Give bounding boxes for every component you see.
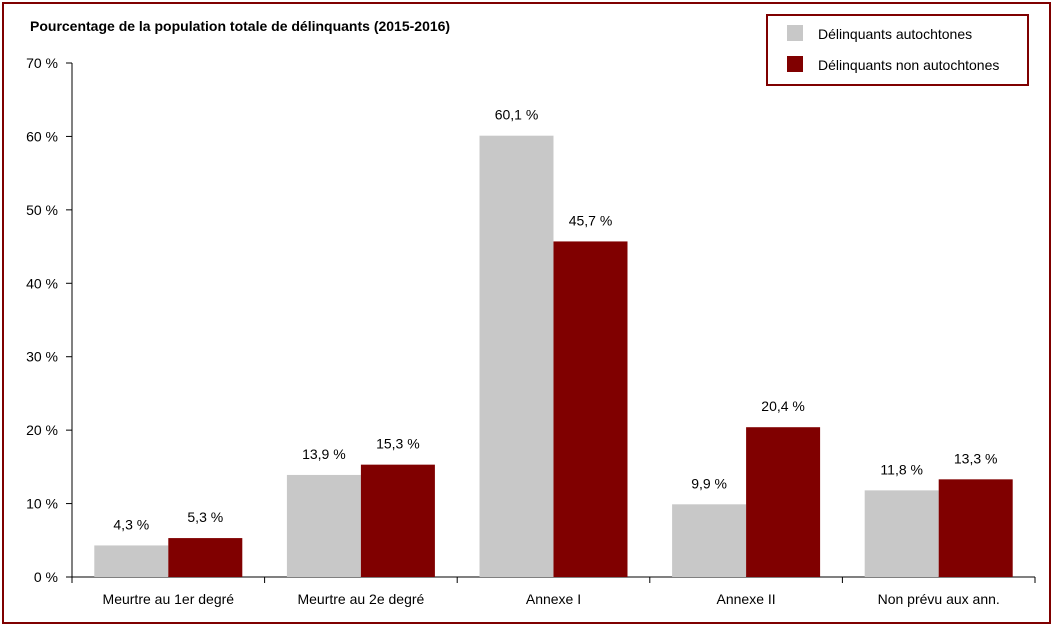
legend: Délinquants autochtones Délinquants non … — [766, 14, 1029, 86]
data-label: 60,1 % — [495, 107, 539, 123]
bar-non-aboriginal — [168, 538, 243, 577]
legend-swatch-aboriginal — [787, 25, 803, 41]
bar-aboriginal — [672, 504, 747, 577]
plot-area: 0 % 10 % 20 % 30 % 40 % 50 % 60 % 70 % 4,3 % 5,3 … — [26, 55, 1036, 607]
bar-non-aboriginal — [360, 464, 435, 577]
y-tick-label: 10 % — [26, 496, 58, 512]
data-label: 13,3 % — [954, 450, 998, 466]
data-label: 5,3 % — [187, 509, 223, 525]
x-category-label: Non prévu aux ann. — [878, 591, 1000, 607]
data-label: 15,3 % — [376, 436, 420, 452]
data-label: 4,3 % — [113, 516, 149, 532]
bar-aboriginal — [479, 135, 554, 578]
data-label: 9,9 % — [691, 475, 727, 491]
bar-aboriginal — [864, 490, 939, 577]
y-tick-label: 40 % — [26, 275, 58, 291]
data-label: 20,4 % — [761, 398, 805, 414]
bar-non-aboriginal — [746, 427, 821, 577]
bar-aboriginal — [94, 545, 169, 577]
data-label: 11,8 % — [880, 461, 923, 477]
y-tick-label: 60 % — [26, 128, 58, 144]
y-tick-label: 70 % — [26, 55, 58, 71]
bar-aboriginal — [286, 474, 361, 577]
data-label: 13,9 % — [302, 446, 346, 462]
data-label: 45,7 % — [569, 212, 613, 228]
y-axis-title: Pourcentage de la population totale de d… — [30, 18, 450, 34]
bar-non-aboriginal — [938, 479, 1013, 577]
y-tick-label: 50 % — [26, 202, 58, 218]
bar-non-aboriginal — [553, 241, 628, 577]
legend-label-aboriginal: Délinquants autochtones — [818, 26, 972, 42]
x-category-label: Meurtre au 1er degré — [103, 591, 235, 607]
legend-label-non-aboriginal: Délinquants non autochtones — [818, 57, 999, 73]
legend-swatch-non-aboriginal — [787, 56, 803, 72]
y-tick-label: 0 % — [34, 569, 58, 585]
legend-box — [766, 14, 1029, 86]
x-category-label: Annexe I — [526, 591, 581, 607]
x-category-label: Annexe II — [717, 591, 776, 607]
x-category-label: Meurtre au 2e degré — [297, 591, 424, 607]
y-tick-label: 20 % — [26, 422, 58, 438]
y-tick-label: 30 % — [26, 349, 58, 365]
